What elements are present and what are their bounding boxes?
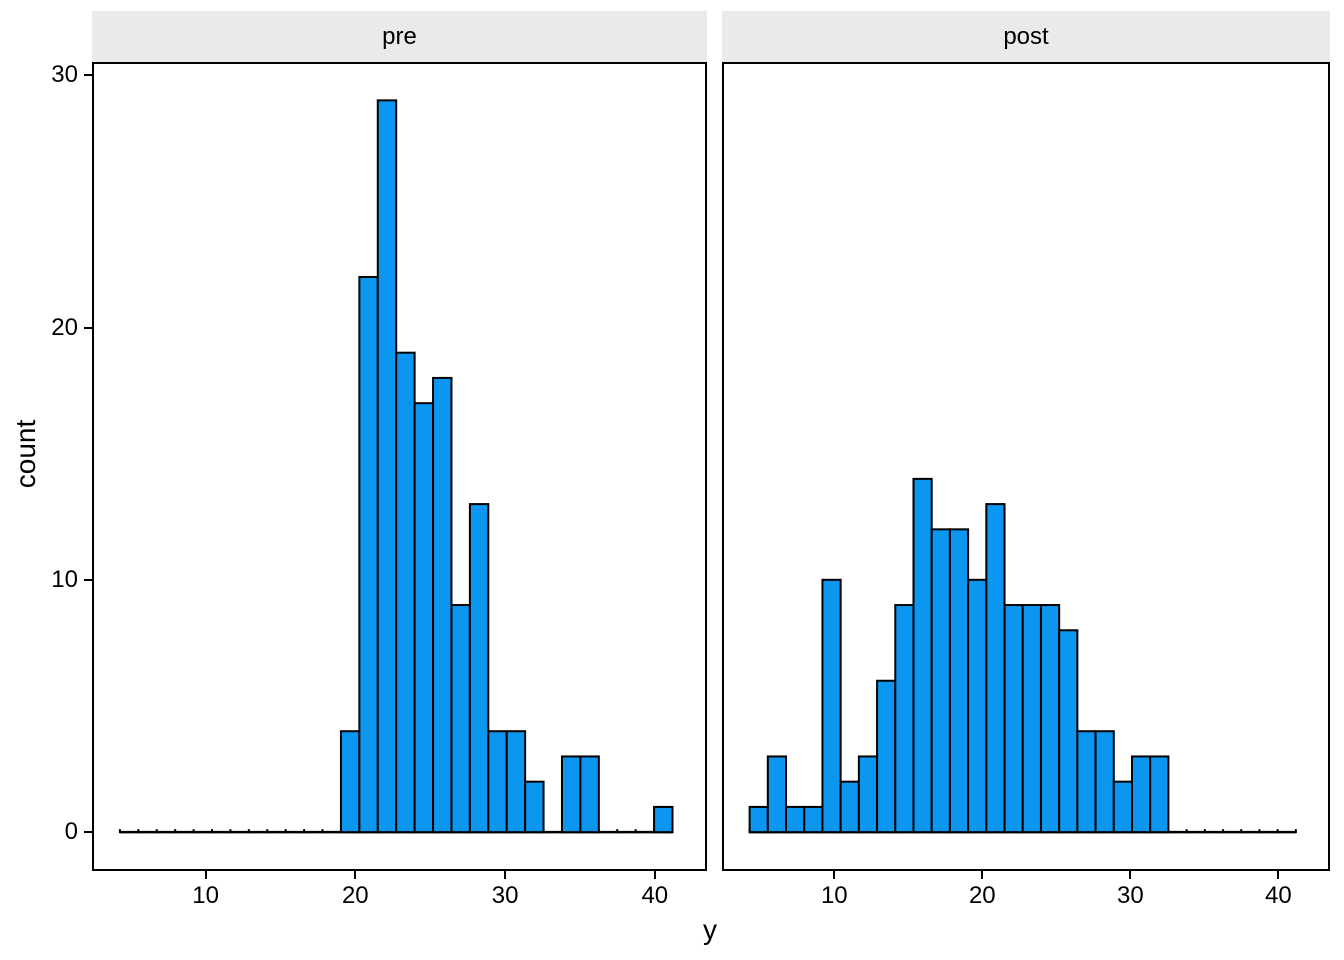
facet-strip-label-pre: pre [382,22,417,50]
histogram-bar [967,578,988,834]
y-tick-label: 20 [51,313,78,341]
histogram-bar [653,805,674,834]
histogram-bar [358,275,379,834]
histogram-bar [413,402,435,834]
histogram-bar [748,805,769,834]
histogram-bar [821,578,842,834]
y-tick-label: 0 [64,818,78,846]
histogram-bar [1149,755,1170,834]
y-tick-mark [84,74,92,77]
x-tick-mark [981,871,984,879]
histogram-bar [376,99,398,834]
histogram-bar [1058,629,1079,834]
histogram-bar [468,503,490,834]
histogram-bar [985,503,1006,834]
histogram-bar [450,604,471,834]
histogram-bar [876,679,897,834]
histogram-bar [785,805,806,834]
facet-panel-post [722,62,1330,871]
histogram-bar [1039,604,1061,834]
x-tick-label: 30 [1117,882,1144,909]
x-tick-label: 20 [968,882,996,909]
histogram-bar [1021,604,1042,834]
x-tick-mark [354,871,357,879]
histogram-bar [948,528,970,834]
histogram-bar [432,376,453,834]
x-tick-label: 10 [192,882,219,909]
histogram-bar [1130,755,1152,834]
histogram-bar [524,780,545,834]
x-tick-label: 40 [1265,882,1292,909]
histogram-bar [766,755,788,834]
histogram-bar [912,477,933,834]
histogram-bar [339,730,361,834]
histogram-bar [505,730,527,834]
facet-strip-pre: pre [92,11,707,62]
histogram-bar [395,351,416,834]
x-tick-label: 10 [820,882,848,909]
histogram-bar [894,604,915,834]
x-tick-mark [1129,871,1132,879]
histogram-bar [839,780,860,834]
histogram-svg-pre [118,99,674,834]
histogram-bar [579,755,600,834]
x-tick-mark [833,871,836,879]
y-axis-title: count [10,419,41,489]
y-tick-mark [84,578,92,581]
x-tick-mark [1277,871,1280,879]
y-tick-label: 30 [51,61,78,89]
histogram-bar [560,755,582,834]
facet-strip-label-post: post [1003,22,1049,50]
x-tick-label: 40 [641,882,669,909]
facet-strip-post: post [722,11,1330,62]
histogram-bar [1094,730,1115,834]
x-tick-mark [204,871,207,879]
y-tick-mark [84,831,92,834]
x-axis-title: y [703,914,717,945]
x-tick-mark [653,871,656,879]
x-tick-mark [504,871,507,879]
histogram-svg-post [748,477,1297,834]
histogram-bar [1112,780,1133,834]
histogram-bar [1003,604,1024,834]
histogram-bar [1076,730,1097,834]
histogram-bar [487,730,508,834]
x-tick-label: 20 [341,882,369,909]
x-tick-label: 30 [491,882,519,909]
y-tick-mark [84,326,92,329]
histogram-bar [857,755,879,834]
y-tick-label: 10 [51,565,78,593]
histogram-bar [803,805,824,834]
facet-panel-pre [92,62,707,871]
histogram-bar [930,528,951,834]
